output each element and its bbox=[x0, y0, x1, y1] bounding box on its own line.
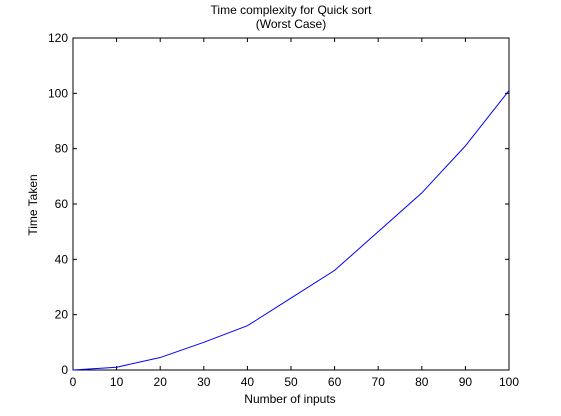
x-axis-label: Number of inputs bbox=[244, 392, 335, 406]
y-tick-label: 20 bbox=[55, 308, 69, 322]
series-line-0 bbox=[72, 90, 510, 371]
x-tick-label: 80 bbox=[415, 375, 429, 389]
x-tick-label: 60 bbox=[328, 375, 342, 389]
y-axis-label: Time Taken bbox=[26, 174, 40, 235]
y-tick-label: 100 bbox=[48, 86, 68, 100]
x-tick-label: 10 bbox=[110, 375, 124, 389]
y-tick-label: 120 bbox=[48, 31, 68, 45]
x-tick-label: 20 bbox=[154, 375, 168, 389]
x-tick-label: 100 bbox=[499, 375, 519, 389]
y-tick-label: 80 bbox=[55, 142, 69, 156]
series-layer bbox=[72, 90, 510, 371]
chart-title: Time complexity for Quick sort bbox=[211, 3, 373, 17]
y-tick-label: 40 bbox=[55, 252, 69, 266]
x-tick-labels: 0 10 20 30 40 50 60 70 80 90 100 bbox=[70, 375, 520, 389]
x-tick-label: 50 bbox=[284, 375, 298, 389]
y-tick-labels: 0 20 40 60 80 100 120 bbox=[48, 31, 68, 377]
plot-area bbox=[72, 37, 510, 371]
x-tick-label: 90 bbox=[459, 375, 473, 389]
x-tick-label: 40 bbox=[241, 375, 255, 389]
chart-subtitle: (Worst Case) bbox=[256, 17, 326, 31]
x-tick-label: 0 bbox=[70, 375, 77, 389]
x-tick-label: 30 bbox=[197, 375, 211, 389]
y-tick-label: 0 bbox=[61, 363, 68, 377]
x-tick-label: 70 bbox=[372, 375, 386, 389]
y-tick-label: 60 bbox=[55, 197, 69, 211]
